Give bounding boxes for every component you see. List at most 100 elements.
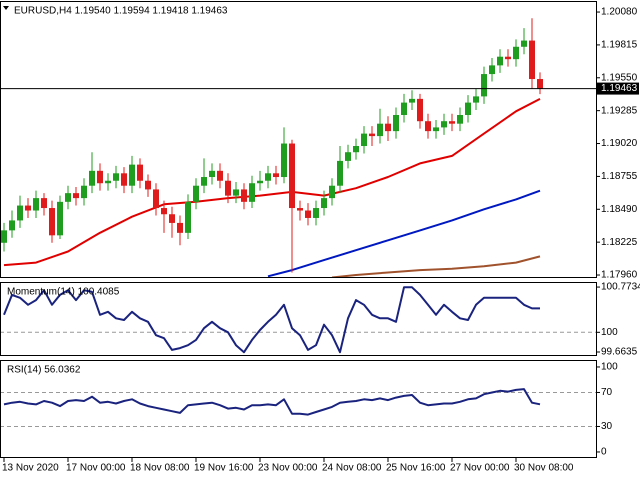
y-tick-label: 1.19550 <box>601 72 638 83</box>
panel-frame <box>0 282 597 356</box>
candle-body <box>305 210 311 218</box>
candle-body <box>241 189 247 202</box>
indicator-line <box>267 189 541 278</box>
candle-body <box>377 123 383 137</box>
candle-body <box>433 127 439 132</box>
candle-body <box>169 214 175 223</box>
candle-body <box>225 180 231 196</box>
panel-title: RSI(14) 56.0362 <box>7 365 81 376</box>
candle-body <box>97 170 103 184</box>
y-tick-label: 100.7734 <box>601 282 640 293</box>
x-tick-label: 24 Nov 08:00 <box>322 463 382 474</box>
y-tick-label: 1.20080 <box>601 7 638 18</box>
y-tick-label: 1.18490 <box>601 204 638 215</box>
candle-body <box>481 74 487 97</box>
y-tick-label: 99.6635 <box>601 347 638 358</box>
x-tick-label: 18 Nov 08:00 <box>130 463 190 474</box>
candle-body <box>521 40 527 47</box>
candle-body <box>457 115 463 124</box>
candle-body <box>9 220 15 231</box>
panel-frame <box>0 1 597 278</box>
candle-body <box>281 143 287 178</box>
x-tick-label: 13 Nov 2020 <box>2 463 59 474</box>
candle-body <box>337 160 343 186</box>
y-tick-label: 70 <box>601 387 613 398</box>
candle-body <box>257 180 263 184</box>
panel <box>1 18 543 278</box>
x-tick-label: 23 Nov 00:00 <box>258 463 318 474</box>
candle-body <box>489 65 495 75</box>
candle-body <box>153 189 159 209</box>
candle-body <box>129 164 135 186</box>
x-tick-label: 30 Nov 08:00 <box>514 463 574 474</box>
candle-body <box>217 170 223 181</box>
candle-body <box>201 177 207 186</box>
candle-body <box>385 123 391 132</box>
candle-body <box>537 79 543 89</box>
y-tick-label: 30 <box>601 421 613 432</box>
candle-body <box>113 173 119 181</box>
candle-body <box>473 96 479 103</box>
y-tick-label: 1.19815 <box>601 40 638 51</box>
x-tick-label: 17 Nov 00:00 <box>66 463 126 474</box>
candle-body <box>177 222 183 233</box>
y-tick-label: 100 <box>601 362 618 373</box>
candle-body <box>265 173 271 181</box>
indicator-line <box>3 286 540 354</box>
indicator-line <box>3 98 541 267</box>
candle-body <box>65 193 71 202</box>
y-tick-label: 0 <box>601 447 607 458</box>
candle-body <box>297 208 303 211</box>
panel <box>0 388 597 427</box>
candle-body <box>89 170 95 186</box>
candle-body <box>249 183 255 202</box>
candle-body <box>25 205 31 211</box>
y-tick-label: 100 <box>601 327 618 338</box>
current-price-box <box>597 82 639 95</box>
candle-body <box>17 205 23 221</box>
candle-body <box>273 173 279 178</box>
panel-title: Momentum(14) 100.4085 <box>7 287 120 298</box>
x-tick-label: 25 Nov 16:00 <box>386 463 446 474</box>
collapse-icon <box>3 6 9 10</box>
y-tick-label: 1.17960 <box>601 270 638 281</box>
candle-body <box>185 201 191 233</box>
indicator-line <box>3 388 541 416</box>
y-tick-label: 1.18755 <box>601 171 638 182</box>
candle-body <box>401 102 407 116</box>
candle-body <box>193 185 199 202</box>
candle-body <box>353 146 359 153</box>
x-tick-label: 27 Nov 00:00 <box>450 463 510 474</box>
panel-frame <box>0 360 597 458</box>
candle-body <box>81 185 87 199</box>
indicator-line <box>331 255 541 278</box>
candle-body <box>57 201 63 236</box>
candle-body <box>121 173 127 186</box>
candle-body <box>105 180 111 184</box>
candle-body <box>361 133 367 147</box>
panel-title: EURUSD,H4 1.19540 1.19594 1.19418 1.1946… <box>14 6 228 17</box>
candle-body <box>505 56 511 60</box>
candle-body <box>145 180 151 190</box>
candle-body <box>465 102 471 116</box>
y-tick-label: 1.19285 <box>601 105 638 116</box>
candle-body <box>393 115 399 132</box>
candle-body <box>161 208 167 215</box>
candle-body <box>49 208 55 236</box>
current-price-label: 1.19463 <box>601 83 638 94</box>
candle-body <box>233 189 239 196</box>
candle-body <box>513 46 519 60</box>
candle-body <box>409 98 415 103</box>
candle-body <box>73 193 79 199</box>
x-tick-label: 19 Nov 16:00 <box>194 463 254 474</box>
candle-body <box>497 56 503 66</box>
candle-body <box>449 121 455 124</box>
candle-body <box>329 185 335 199</box>
panel <box>0 286 597 354</box>
candle-body <box>417 98 423 122</box>
candle-body <box>529 40 535 80</box>
y-tick-label: 1.18225 <box>601 237 638 248</box>
candle-body <box>33 198 39 211</box>
candle-body <box>137 164 143 181</box>
